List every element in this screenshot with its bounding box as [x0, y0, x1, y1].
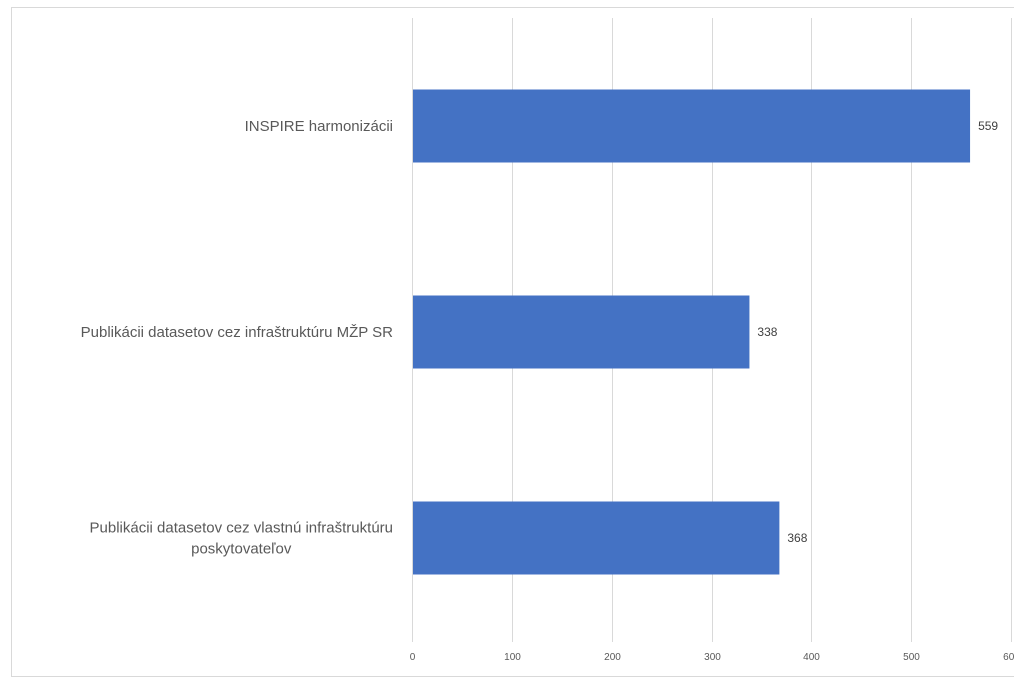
category-label: Publikácii datasetov cez infraštruktúru …: [81, 324, 394, 341]
x-tick-label: 100: [504, 652, 521, 663]
x-tick-label: 500: [903, 652, 920, 663]
x-tick-label: 200: [604, 652, 621, 663]
x-tick-label: 400: [803, 652, 820, 663]
category-label-line: poskytovateľov: [191, 541, 292, 558]
bar: [413, 295, 750, 369]
category-label-line: Publikácii datasetov cez infraštruktúru …: [81, 324, 394, 341]
data-label: 338: [757, 325, 777, 339]
category-label: INSPIRE harmonizácii: [245, 118, 393, 135]
data-label: 559: [978, 119, 998, 133]
bars: [413, 89, 971, 575]
x-tick-label: 0: [410, 652, 416, 663]
bar: [413, 501, 780, 575]
x-tick-label: 600: [1003, 652, 1014, 663]
x-tick-label: 300: [704, 652, 721, 663]
bar: [413, 89, 971, 163]
category-label-line: Publikácii datasetov cez vlastnú infrašt…: [90, 520, 393, 537]
category-label-line: INSPIRE harmonizácii: [245, 118, 393, 135]
data-label: 368: [787, 531, 807, 545]
labels: 0 100 200 300 400 500 600 559 INSPIRE harmonizác…: [81, 118, 1014, 663]
category-label: Publikácii datasetov cez vlastnú infrašt…: [90, 520, 393, 558]
